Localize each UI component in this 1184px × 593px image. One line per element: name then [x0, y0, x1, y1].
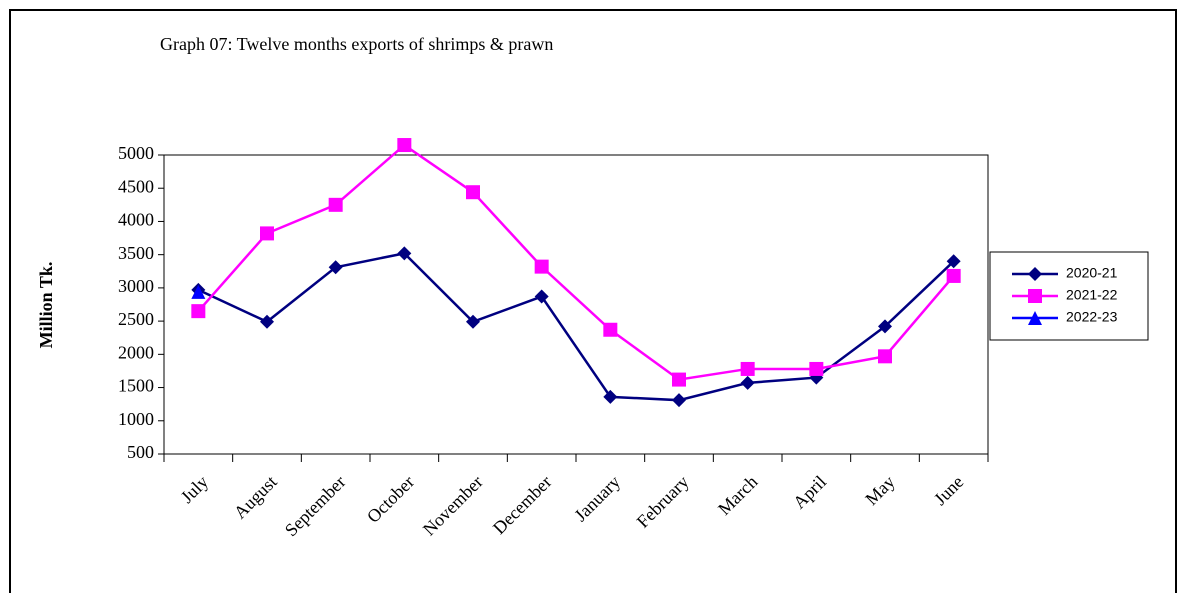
data-point: [878, 319, 892, 334]
legend-label: 2022-23: [1066, 309, 1118, 325]
y-tick-label: 2500: [118, 309, 154, 329]
x-tick-label: March: [714, 472, 761, 519]
data-point: [946, 268, 961, 283]
data-point: [534, 259, 549, 274]
x-tick-label: April: [789, 472, 830, 513]
x-tick-label: October: [363, 472, 418, 527]
y-tick-label: 500: [127, 442, 154, 462]
frame: [9, 9, 1177, 593]
y-tick-label: 5000: [118, 143, 154, 163]
data-point: [534, 289, 549, 304]
data-point: [328, 197, 343, 212]
y-tick-label: 3000: [118, 276, 154, 296]
x-tick-label: August: [230, 472, 281, 523]
x-tick-label: July: [177, 472, 212, 507]
y-axis-label: Million Tk.: [36, 262, 56, 349]
legend-marker: [1028, 267, 1042, 281]
legend-label: 2021-22: [1066, 287, 1118, 303]
y-tick-label: 4000: [118, 210, 154, 230]
chart-title: Graph 07: Twelve months exports of shrim…: [160, 34, 553, 54]
data-point: [191, 284, 206, 299]
data-point: [878, 349, 892, 364]
x-tick-label: November: [419, 472, 487, 540]
data-point: [740, 375, 755, 390]
series-line: [197, 251, 955, 402]
x-tick-label: June: [930, 472, 967, 509]
legend-marker: [1028, 311, 1042, 325]
data-point: [397, 246, 412, 261]
legend-label: 2020-21: [1066, 265, 1118, 281]
y-tick-label: 4500: [118, 176, 154, 196]
y-tick-label: 2000: [118, 342, 154, 362]
y-tick-label: 1500: [118, 376, 154, 396]
data-point: [603, 322, 618, 337]
y-tick-label: 3500: [118, 243, 154, 263]
data-point: [191, 304, 206, 319]
legend: [989, 251, 1149, 341]
y-tick-label: 1000: [118, 409, 154, 429]
x-tick-label: January: [570, 472, 624, 526]
data-point: [672, 393, 686, 408]
x-tick-label: May: [861, 472, 898, 509]
data-point: [740, 361, 755, 376]
data-point: [260, 226, 274, 241]
series-line: [197, 143, 955, 381]
x-tick-label: December: [489, 472, 555, 538]
data-point: [328, 260, 343, 275]
data-point: [260, 314, 274, 329]
data-point: [466, 314, 480, 329]
data-point: [603, 389, 618, 404]
data-point: [809, 361, 824, 376]
legend-marker: [1028, 289, 1042, 303]
x-tick-label: September: [281, 472, 350, 541]
data-point: [672, 372, 686, 387]
data-point: [397, 138, 412, 153]
data-point: [466, 185, 480, 200]
data-point: [946, 254, 961, 269]
x-tick-label: February: [633, 472, 693, 532]
